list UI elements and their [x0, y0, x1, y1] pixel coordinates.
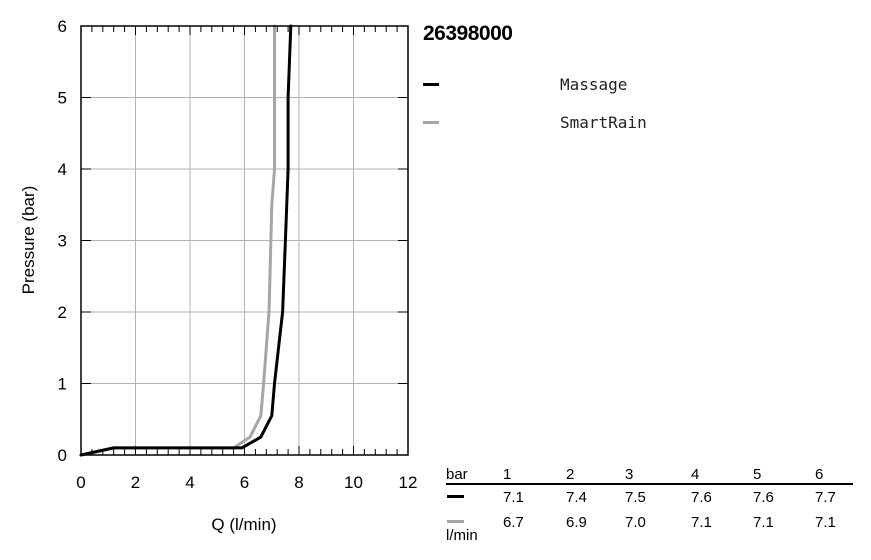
- x-tick-label: 10: [344, 473, 363, 492]
- table-header-col: 2: [566, 466, 575, 483]
- table-rule: [446, 483, 853, 485]
- table-header-unit: bar: [446, 466, 468, 483]
- flow-rate-table: bar 1 2 3 4 5 6 7.1 7.4 7.5 7.6 7.6 7.7 …: [446, 466, 856, 546]
- table-cell: 7.1: [753, 514, 774, 531]
- chart-title: 26398000: [423, 22, 513, 45]
- table-unit-label: l/min: [446, 527, 478, 544]
- x-tick-label: 6: [240, 473, 249, 492]
- legend-label-smartrain: SmartRain: [560, 113, 647, 132]
- plot-frame: [80, 25, 409, 456]
- legend-label-massage: Massage: [560, 75, 628, 94]
- legend-swatch-smartrain: [423, 121, 439, 124]
- table-cell: 7.5: [625, 489, 646, 506]
- table-header-col: 6: [815, 466, 824, 483]
- x-tick-label: 12: [399, 473, 418, 492]
- table-cell: 6.9: [566, 514, 587, 531]
- chart-grid: [80, 25, 409, 456]
- table-header-col: 5: [753, 466, 762, 483]
- x-tick-label: 8: [294, 473, 303, 492]
- table-cell: 7.1: [815, 514, 836, 531]
- x-tick-label: 4: [185, 473, 194, 492]
- table-header-col: 3: [625, 466, 634, 483]
- table-cell: 7.6: [691, 489, 712, 506]
- table-cell: 7.7: [815, 489, 836, 506]
- y-tick-label: 0: [58, 446, 67, 465]
- series-line-massage: [79, 24, 293, 457]
- x-axis-label: Q (l/min): [211, 515, 276, 534]
- legend-item-massage: Massage: [423, 75, 723, 95]
- y-tick-label: 5: [58, 89, 67, 108]
- x-tick-label: 2: [131, 473, 140, 492]
- y-tick-label: 6: [58, 17, 67, 36]
- y-tick-label: 4: [58, 160, 67, 179]
- table-row-swatch-smartrain: [447, 520, 464, 523]
- legend-swatch-massage: [423, 83, 439, 86]
- table-cell: 6.7: [503, 514, 524, 531]
- y-axis-label: Pressure (bar): [19, 186, 38, 295]
- table-row-swatch-massage: [447, 495, 464, 498]
- table-header-col: 1: [503, 466, 512, 483]
- table-cell: 7.6: [753, 489, 774, 506]
- table-cell: 7.1: [691, 514, 712, 531]
- table-cell: 7.0: [625, 514, 646, 531]
- table-header-col: 4: [691, 466, 700, 483]
- table-cell: 7.1: [503, 489, 524, 506]
- chart-series: [79, 24, 293, 457]
- table-cell: 7.4: [566, 489, 587, 506]
- x-tick-label: 0: [76, 473, 85, 492]
- y-tick-label: 3: [58, 232, 67, 251]
- legend-item-smartrain: SmartRain: [423, 113, 723, 133]
- y-tick-label: 1: [58, 375, 67, 394]
- y-tick-label: 2: [58, 303, 67, 322]
